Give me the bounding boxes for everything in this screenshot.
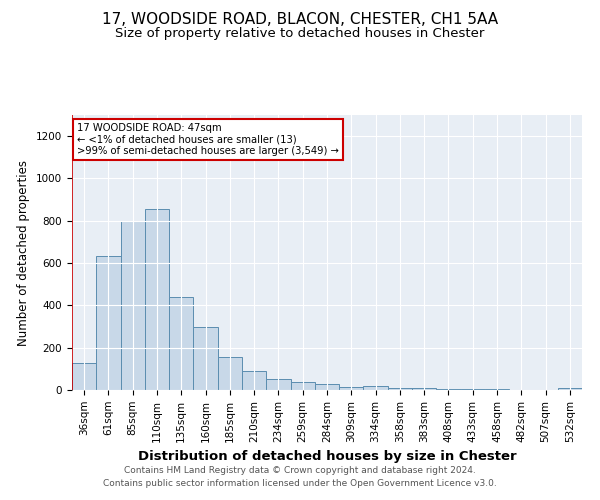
Bar [412,388,436,390]
Text: Size of property relative to detached houses in Chester: Size of property relative to detached ho… [115,28,485,40]
Bar [461,389,485,390]
Bar [388,388,412,390]
Text: Contains HM Land Registry data © Crown copyright and database right 2024.
Contai: Contains HM Land Registry data © Crown c… [103,466,497,487]
Bar [266,380,290,390]
Bar [315,384,339,390]
Bar [145,209,169,390]
Bar [339,387,364,390]
Bar [558,388,582,390]
Bar [436,389,461,390]
Bar [290,382,315,390]
Text: 17, WOODSIDE ROAD, BLACON, CHESTER, CH1 5AA: 17, WOODSIDE ROAD, BLACON, CHESTER, CH1 … [102,12,498,28]
Bar [169,297,193,390]
Y-axis label: Number of detached properties: Number of detached properties [17,160,31,346]
Text: 17 WOODSIDE ROAD: 47sqm
← <1% of detached houses are smaller (13)
>99% of semi-d: 17 WOODSIDE ROAD: 47sqm ← <1% of detache… [77,123,339,156]
X-axis label: Distribution of detached houses by size in Chester: Distribution of detached houses by size … [137,450,517,463]
Bar [193,326,218,390]
Bar [96,256,121,390]
Bar [242,371,266,390]
Bar [121,221,145,390]
Bar [364,386,388,390]
Bar [485,389,509,390]
Bar [218,357,242,390]
Bar [72,362,96,390]
